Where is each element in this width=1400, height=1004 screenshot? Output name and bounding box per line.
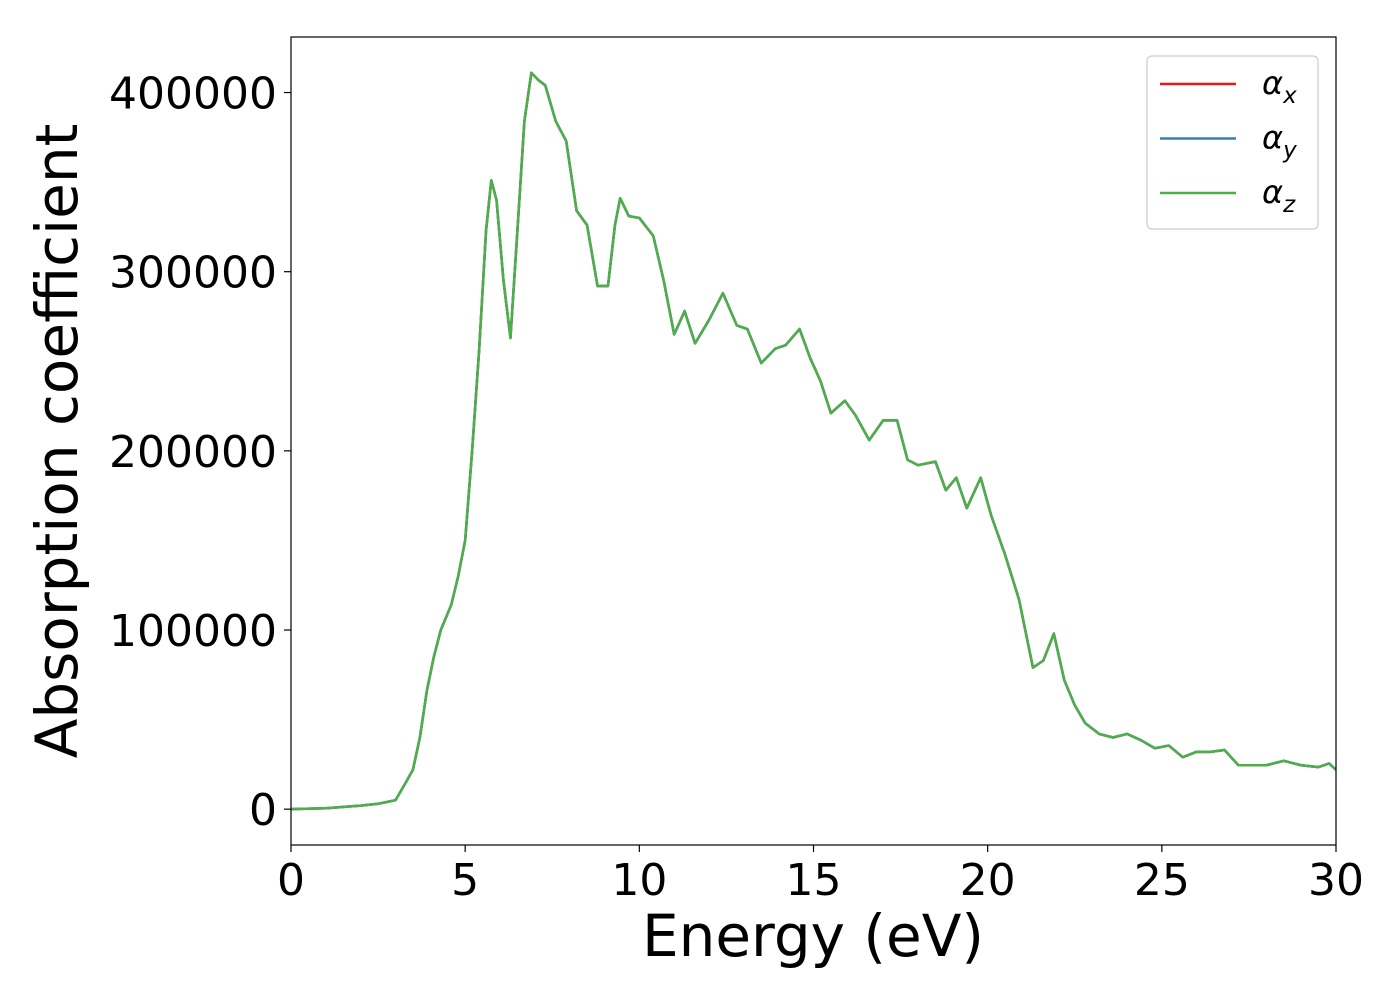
legend-symbol: α xyxy=(1262,64,1283,102)
x-tick-label: 10 xyxy=(611,855,667,906)
x-tick-label: 25 xyxy=(1134,855,1190,906)
legend-box xyxy=(1146,55,1319,230)
y-tick-label: 400000 xyxy=(109,69,277,120)
legend-label: αx xyxy=(1262,64,1297,109)
legend-subscript: z xyxy=(1282,192,1296,218)
x-tick-label: 20 xyxy=(960,855,1016,906)
x-tick-label: 0 xyxy=(277,855,305,906)
y-tick-label: 200000 xyxy=(109,427,277,478)
x-tick-label: 5 xyxy=(451,855,479,906)
legend-subscript: x xyxy=(1282,83,1297,109)
x-axis-label: Energy (eV) xyxy=(642,902,984,970)
legend-symbol: α xyxy=(1262,119,1283,157)
x-tick-label: 30 xyxy=(1308,855,1364,906)
y-axis-label: Absorption coefficient xyxy=(23,124,91,759)
y-tick-label: 0 xyxy=(249,785,277,836)
x-tick-label: 15 xyxy=(786,855,842,906)
legend-symbol: α xyxy=(1262,173,1283,211)
y-tick-label: 300000 xyxy=(109,248,277,299)
series-line xyxy=(291,71,1336,811)
y-tick-label: 100000 xyxy=(109,606,277,657)
legend-label: αz xyxy=(1262,173,1296,218)
legend-label: αy xyxy=(1262,119,1297,164)
plot-frame xyxy=(290,36,1337,846)
legend-subscript: y xyxy=(1282,138,1297,164)
